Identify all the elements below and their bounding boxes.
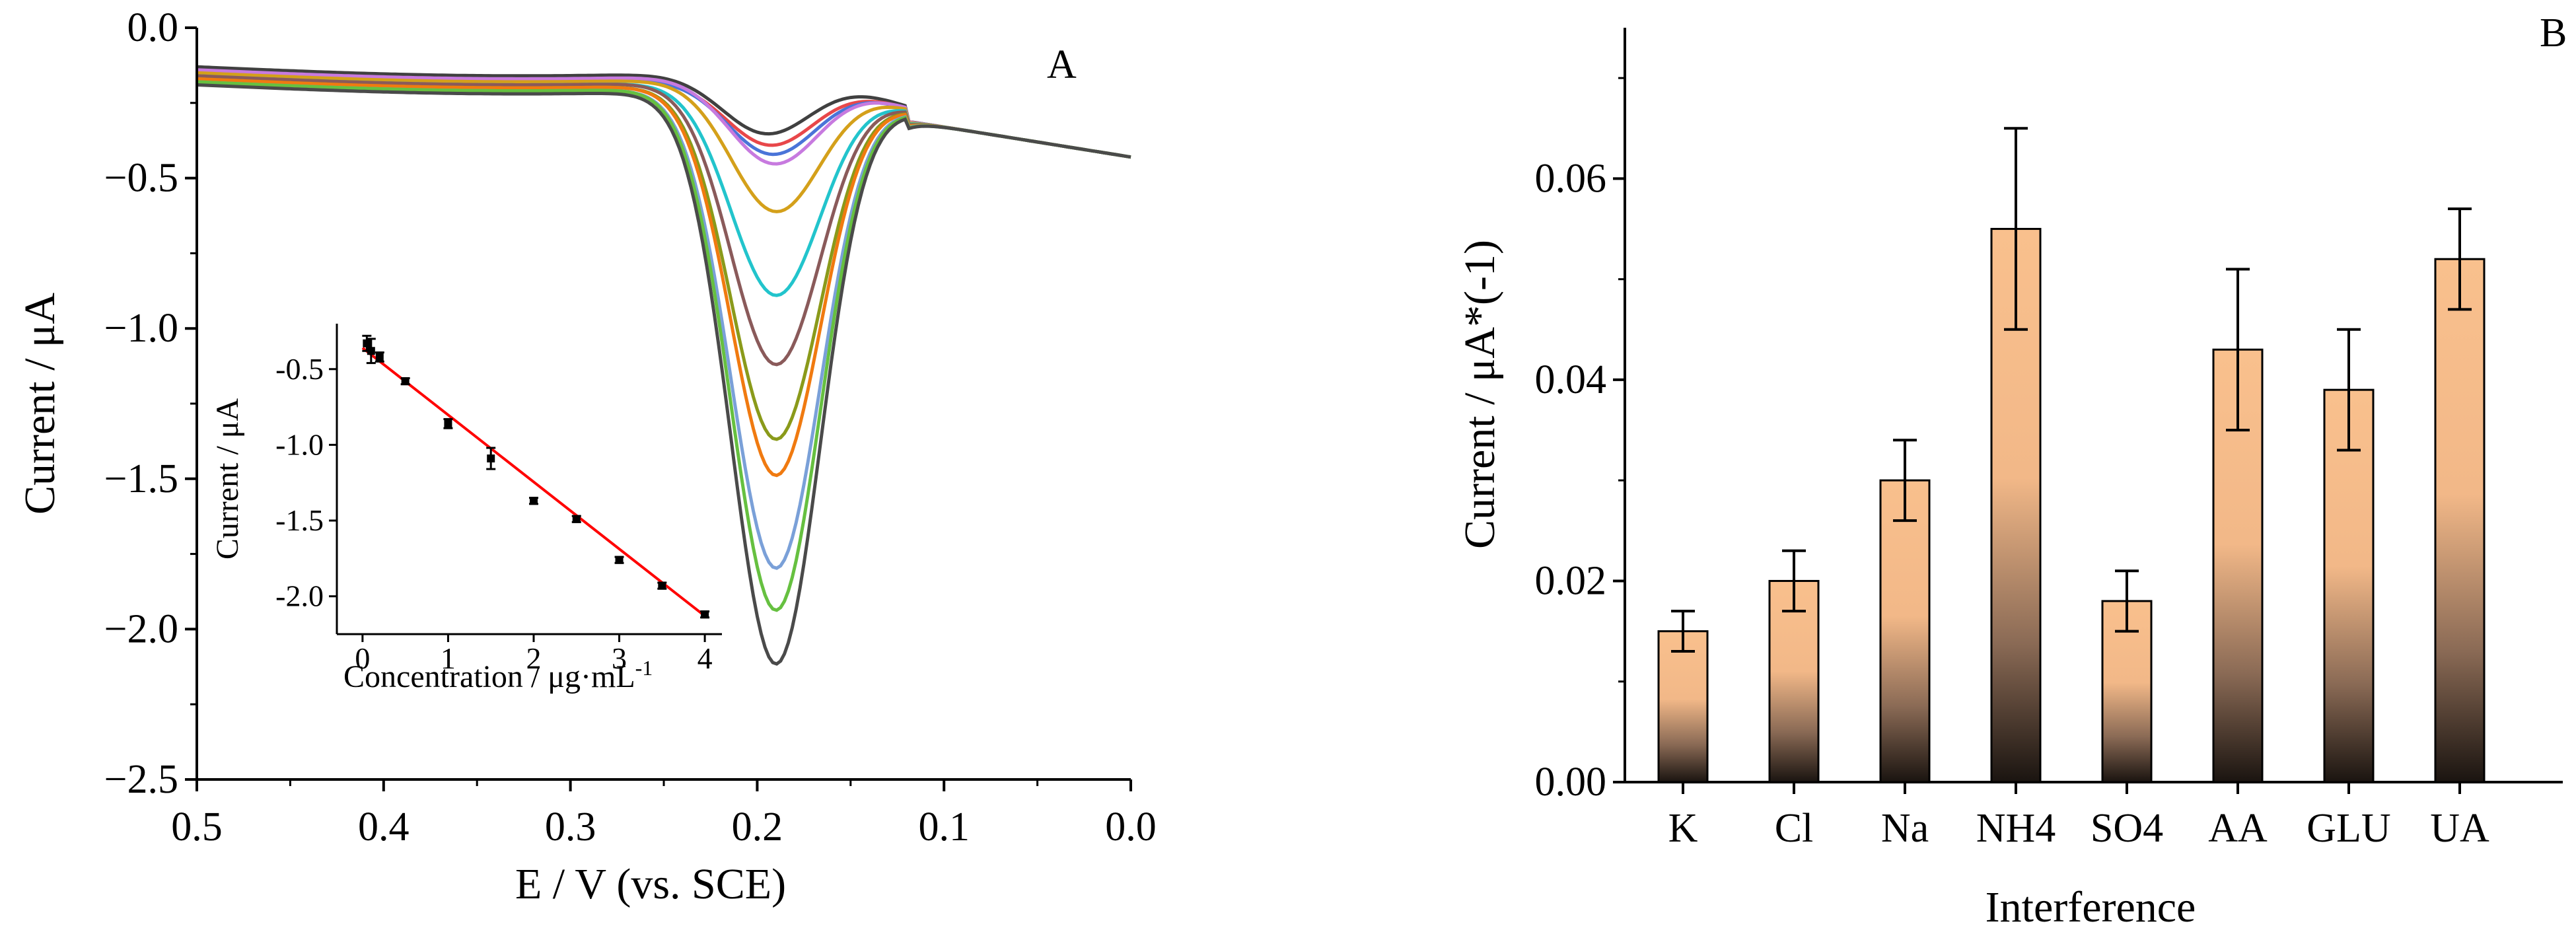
inset-data-point <box>615 556 624 564</box>
inset-x-tick-label: 4 <box>698 641 713 675</box>
cv-curve-c12 <box>196 83 1131 666</box>
panel-a-x-tick-label: 0.0 <box>1105 805 1157 849</box>
panel-a-y-tick-label: −1.0 <box>104 306 178 351</box>
panel-a-x-tick-label: 0.5 <box>171 805 223 849</box>
panel-b-x-tick-label: NH4 <box>1976 806 2056 851</box>
panel-b-y-tick-label: 0.06 <box>1535 156 1607 201</box>
panel-a-x-label: E / V (vs. SCE) <box>515 860 786 908</box>
panel-b-x-tick-label: GLU <box>2307 806 2390 851</box>
panel-a-x-ticks: 0.5 0.4 0.3 0.2 0.1 0.0 <box>171 779 1157 849</box>
panel-a-y-ticks: 0.0 −0.5 −1.0 −1.5 −2.0 −2.5 <box>104 5 197 802</box>
inset-data-points <box>362 334 710 619</box>
panel-b-x-tick-label: Na <box>1881 806 1929 851</box>
panel-b: 0.00 0.02 0.04 0.06 K Cl Na NH4 SO4 AA GLU UA B In… <box>1456 11 2567 931</box>
inset-x-tick-label: 1 <box>441 641 456 675</box>
inset-data-point <box>487 454 495 463</box>
panel-b-y-ticks: 0.00 0.02 0.04 0.06 <box>1535 77 1625 805</box>
panel-b-y-tick-label: 0.02 <box>1535 558 1607 603</box>
inset-calibration-plot: 0 1 2 3 4 -0.5 -1.0 -1.5 -2.0 Concentration / μ… <box>210 324 722 694</box>
panel-a: 0.5 0.4 0.3 0.2 0.1 0.0 0.0 −0.5 −1.0 −1.5 −2.0 −2… <box>16 5 1157 908</box>
inset-data-point <box>658 581 666 590</box>
bar-na <box>1879 479 1931 783</box>
bar-k <box>1657 630 1709 783</box>
inset-y-tick-label: -1.0 <box>275 427 324 461</box>
inset-y-ticks: -0.5 -1.0 -1.5 -2.0 <box>275 352 337 613</box>
inset-y-tick-label: -2.0 <box>275 579 324 613</box>
inset-data-point <box>444 419 452 428</box>
inset-regression-line <box>361 347 706 618</box>
inset-x-tick-label: 3 <box>612 641 627 675</box>
panel-a-y-tick-label: 0.0 <box>127 5 179 50</box>
inset-data-point <box>375 353 384 361</box>
bar-cl <box>1768 579 1820 783</box>
inset-y-tick-label: -0.5 <box>275 352 324 386</box>
inset-data-point <box>363 339 371 347</box>
panel-b-x-tick-label: K <box>1668 806 1698 851</box>
panel-a-x-tick-label: 0.2 <box>732 805 783 849</box>
panel-a-x-tick-label: 0.4 <box>358 805 410 849</box>
panel-b-y-tick-label: 0.04 <box>1535 357 1607 402</box>
inset-x-ticks: 0 1 2 3 4 <box>355 634 713 675</box>
panel-a-y-label: Current / μA <box>16 293 64 515</box>
panel-b-x-label: Interference <box>1986 883 2196 931</box>
panel-a-y-tick-label: −1.5 <box>104 456 178 501</box>
inset-fit-line <box>361 347 706 618</box>
inset-data-point <box>367 347 375 355</box>
inset-y-tick-label: -1.5 <box>275 503 324 537</box>
panel-a-y-tick-label: −2.0 <box>104 606 178 651</box>
bar-ua <box>2434 258 2486 783</box>
inset-data-point <box>572 515 581 523</box>
panel-b-y-label: Current / μA*(-1) <box>1456 240 1504 549</box>
panel-b-x-tick-label: SO4 <box>2091 806 2163 851</box>
inset-y-label: Current / μA <box>210 398 245 559</box>
inset-data-point <box>401 377 410 386</box>
panel-b-y-tick-label: 0.00 <box>1535 760 1607 805</box>
inset-x-tick-label: 0 <box>355 641 370 675</box>
panel-a-x-tick-label: 0.3 <box>545 805 596 849</box>
panel-b-x-tick-label: Cl <box>1775 806 1814 851</box>
cv-curves <box>196 65 1131 666</box>
inset-x-label: Concentration / μg·mL-1 <box>343 656 653 694</box>
inset-x-tick-label: 2 <box>526 641 541 675</box>
panel-b-x-tick-label: AA <box>2208 806 2268 851</box>
panel-a-y-tick-label: −0.5 <box>104 156 178 201</box>
inset-data-point <box>701 610 709 619</box>
panel-b-bars: K Cl Na NH4 SO4 AA GLU UA <box>1657 127 2489 851</box>
panel-b-x-tick-label: UA <box>2430 806 2489 851</box>
panel-a-x-tick-label: 0.1 <box>918 805 970 849</box>
panel-a-y-tick-label: −2.5 <box>104 757 178 802</box>
panel-b-label: B <box>2540 11 2567 55</box>
inset-data-point <box>529 497 538 505</box>
panel-a-label: A <box>1047 42 1077 87</box>
